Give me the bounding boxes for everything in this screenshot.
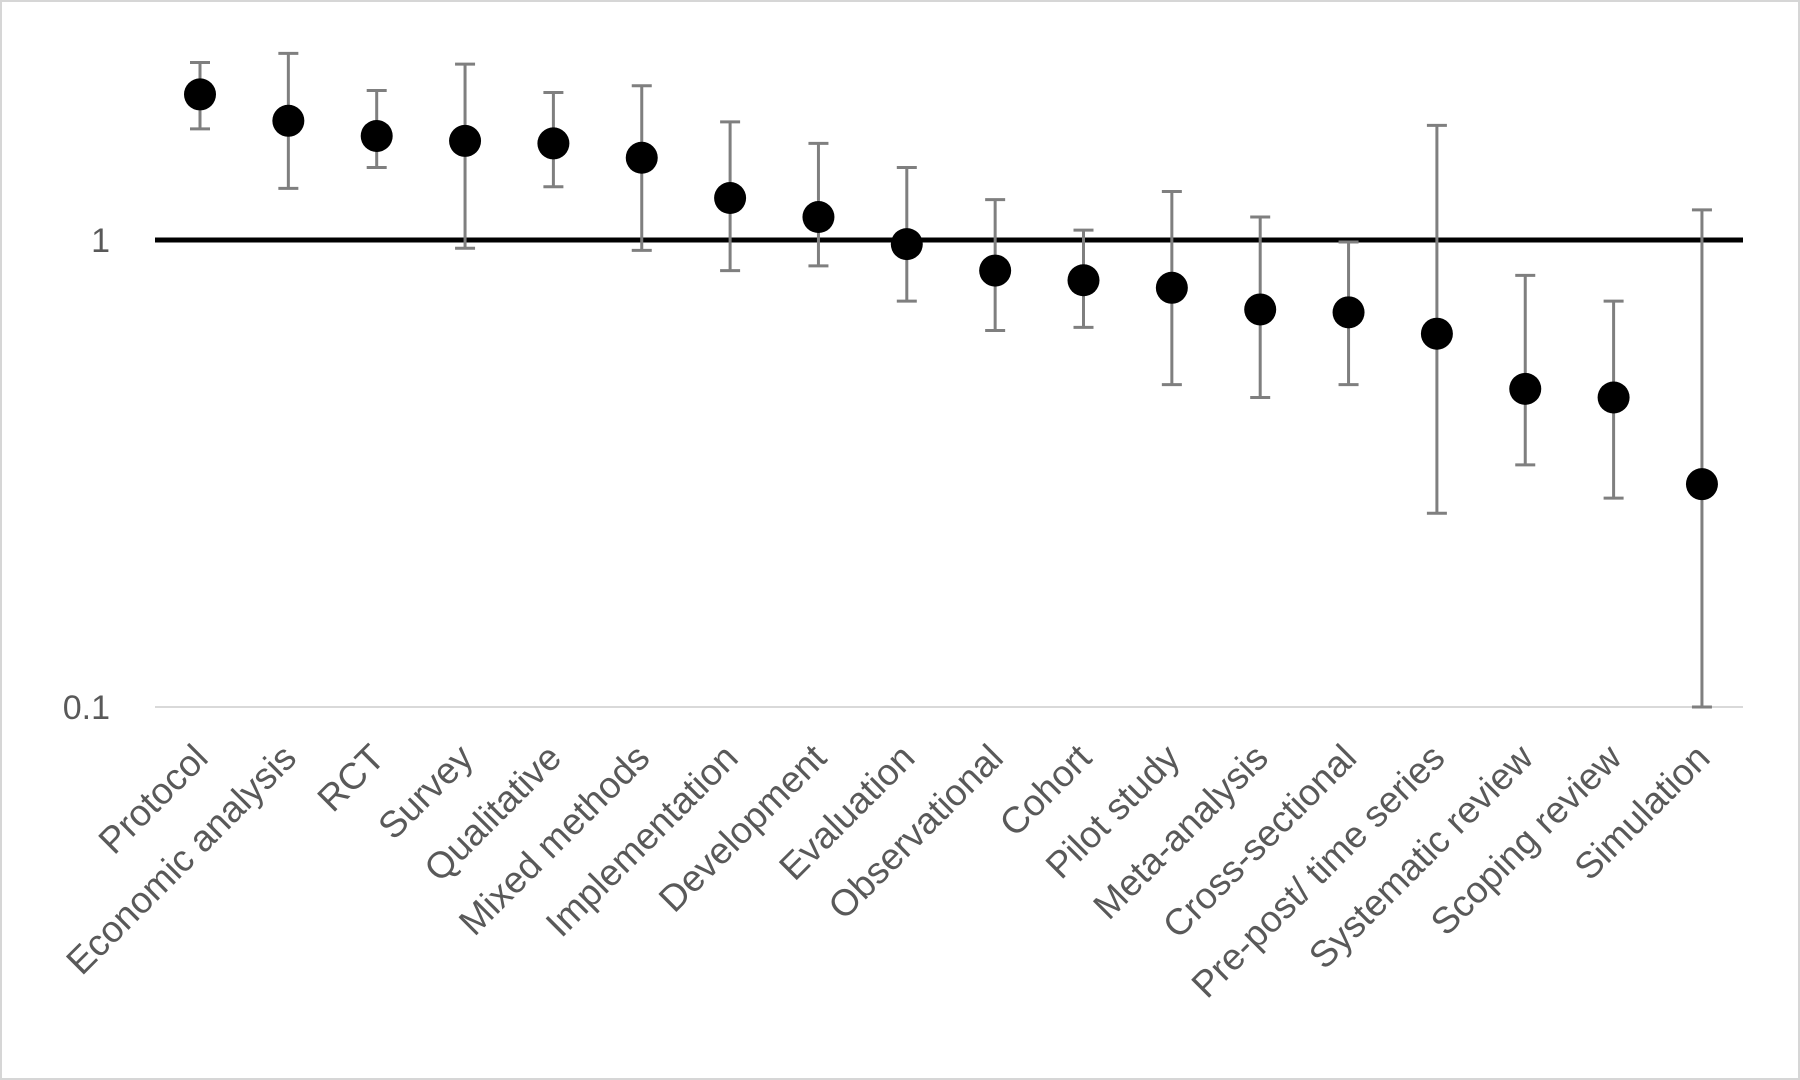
data-point [537, 127, 570, 160]
data-point [979, 254, 1012, 287]
point-layer [184, 78, 1718, 501]
y-tick-label: 0.1 [63, 689, 110, 727]
data-point [1332, 296, 1365, 329]
data-point [272, 104, 305, 137]
error-bar-layer [190, 51, 1712, 709]
error-bar [1515, 273, 1536, 467]
data-point [1067, 264, 1100, 297]
x-category-label: RCT [310, 737, 393, 820]
data-point [1597, 381, 1630, 414]
data-point [714, 182, 747, 215]
data-point [625, 141, 658, 174]
data-point [184, 78, 216, 111]
data-point [449, 124, 482, 157]
y-tick-labels: 0.11 [63, 222, 110, 727]
data-point [1155, 271, 1188, 304]
error-bar [1691, 208, 1712, 709]
data-point [360, 119, 393, 152]
data-point [1244, 293, 1277, 326]
data-point [1420, 317, 1453, 350]
data-point [802, 201, 835, 234]
data-point [1509, 372, 1542, 405]
data-point [890, 228, 923, 261]
data-point [1685, 468, 1718, 501]
y-tick-label: 1 [91, 222, 110, 260]
